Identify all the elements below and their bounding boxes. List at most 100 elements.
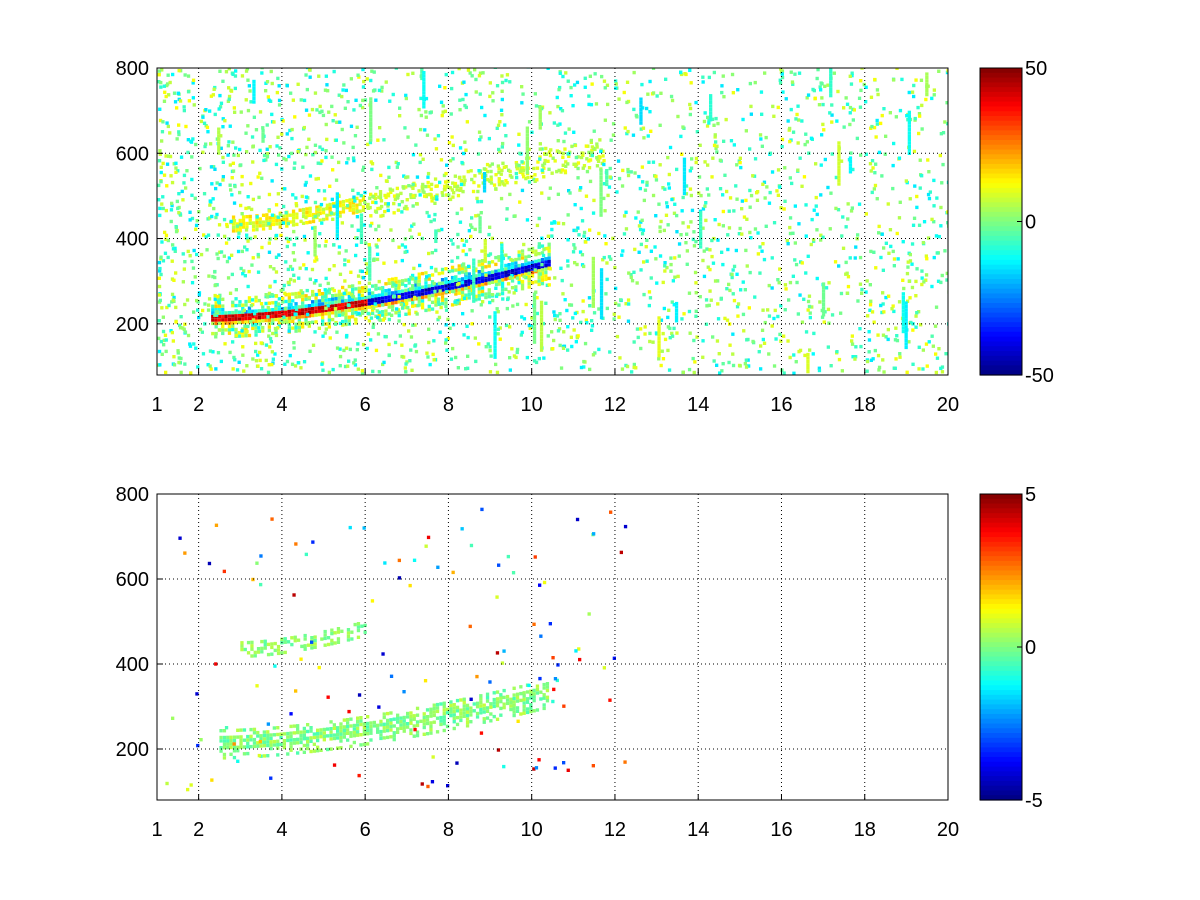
heatmap-cell <box>745 217 749 221</box>
heatmap-cell <box>394 260 398 264</box>
heatmap-cell <box>270 293 274 297</box>
heatmap-cell <box>252 83 256 87</box>
heatmap-cell <box>326 89 330 93</box>
heatmap-cell <box>637 174 641 179</box>
heatmap-cell <box>497 167 501 171</box>
heatmap-cell <box>535 223 540 228</box>
heatmap-cell <box>477 130 482 134</box>
heatmap-cell <box>802 175 807 179</box>
heatmap-cell <box>443 188 447 192</box>
heatmap-cell <box>859 344 863 349</box>
heatmap-cell <box>237 231 241 235</box>
heatmap-cell <box>484 278 488 283</box>
heatmap-cell <box>456 232 460 237</box>
heatmap-cell <box>870 190 874 195</box>
heatmap-cell <box>361 205 366 209</box>
heatmap-cell <box>837 158 841 162</box>
heatmap-cell <box>901 329 905 334</box>
heatmap-cell <box>584 318 588 322</box>
heatmap-cell <box>408 287 413 291</box>
heatmap-cell <box>720 369 724 373</box>
heatmap-cell <box>457 282 461 286</box>
heatmap-cell <box>226 735 230 740</box>
heatmap-cell <box>647 303 651 308</box>
heatmap-cell <box>487 136 491 141</box>
heatmap-cell <box>349 724 353 728</box>
heatmap-cell <box>844 260 848 265</box>
heatmap-cell <box>500 80 505 85</box>
heatmap-cell <box>687 309 692 314</box>
heatmap-cell <box>912 83 916 88</box>
heatmap-cell <box>276 215 281 219</box>
heatmap-cell <box>330 104 334 109</box>
heatmap-cell <box>588 74 592 78</box>
heatmap-cell <box>311 540 315 544</box>
heatmap-cell <box>425 193 429 197</box>
heatmap-cell <box>338 272 343 276</box>
heatmap-cell <box>294 196 298 200</box>
heatmap-cell <box>392 724 396 728</box>
heatmap-cell <box>540 271 545 275</box>
heatmap-cell <box>534 249 538 253</box>
heatmap-cell <box>221 328 225 332</box>
heatmap-cell <box>356 274 361 278</box>
heatmap-cell <box>556 329 561 333</box>
heatmap-cell <box>753 295 757 299</box>
heatmap-cell <box>480 272 485 277</box>
heatmap-cell <box>582 359 586 364</box>
heatmap-cell <box>361 168 365 172</box>
heatmap-cell <box>261 329 265 333</box>
heatmap-cell <box>195 298 199 303</box>
heatmap-cell <box>337 303 341 307</box>
heatmap-cell <box>325 206 329 211</box>
heatmap-cell <box>591 304 595 308</box>
heatmap-cell <box>479 303 483 307</box>
heatmap-cell <box>658 229 662 234</box>
heatmap-cell <box>257 319 261 323</box>
heatmap-cell <box>882 310 886 314</box>
heatmap-cell <box>192 342 196 346</box>
heatmap-cell <box>270 112 274 117</box>
heatmap-cell <box>848 74 852 78</box>
heatmap-cell <box>296 741 300 745</box>
heatmap-cell <box>251 256 255 260</box>
heatmap-cell <box>599 268 604 272</box>
heatmap-cell <box>458 220 463 224</box>
heatmap-cell <box>175 199 179 204</box>
heatmap-cell <box>317 189 321 193</box>
heatmap-cell <box>366 202 370 207</box>
heatmap-cell <box>228 124 232 128</box>
heatmap-cell <box>297 315 301 319</box>
heatmap-cell <box>222 742 227 746</box>
heatmap-cell <box>292 316 296 320</box>
heatmap-cell <box>515 696 520 700</box>
heatmap-cell <box>762 257 767 262</box>
heatmap-cell <box>351 315 355 319</box>
heatmap-cell <box>208 364 212 368</box>
heatmap-cell <box>590 82 594 86</box>
heatmap-cell <box>430 293 435 298</box>
heatmap-cell <box>283 640 287 644</box>
heatmap-cell <box>415 202 419 206</box>
heatmap-cell <box>291 319 295 323</box>
colorbar-step <box>980 192 1022 199</box>
heatmap-cell <box>519 691 523 696</box>
heatmap-cell <box>740 199 744 203</box>
heatmap-cell <box>171 716 175 720</box>
heatmap-cell <box>239 266 243 271</box>
heatmap-cell <box>532 309 537 314</box>
heatmap-cell <box>249 744 253 749</box>
heatmap-cell <box>312 742 316 746</box>
heatmap-cell <box>688 112 692 117</box>
heatmap-cell <box>540 268 545 272</box>
heatmap-cell <box>626 170 630 174</box>
heatmap-cell <box>396 713 400 717</box>
heatmap-cell <box>196 308 200 312</box>
heatmap-cell <box>276 648 281 652</box>
heatmap-cell <box>425 732 430 736</box>
heatmap-cell <box>779 339 783 343</box>
heatmap-cell <box>705 247 709 251</box>
heatmap-cell <box>770 170 775 174</box>
heatmap-cell <box>637 224 642 228</box>
heatmap-cell <box>337 306 341 311</box>
